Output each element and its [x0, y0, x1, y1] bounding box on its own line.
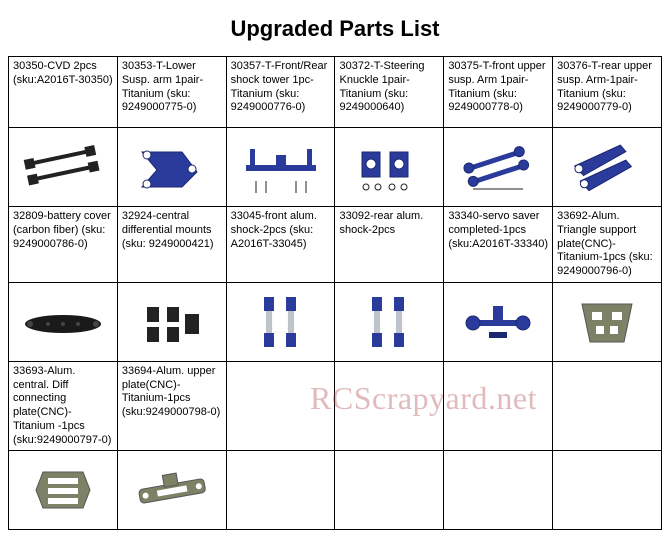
part-label: 30350-CVD 2pcs (sku:A2016T-30350): [9, 57, 118, 128]
part-label: 33692-Alum. Triangle support plate(CNC)-…: [553, 207, 662, 283]
part-label: 33694-Alum. upper plate(CNC)-Titanium-1p…: [117, 361, 226, 451]
part-image: [444, 451, 553, 530]
part-image: [9, 128, 118, 207]
part-label: 32809-battery cover (carbon fiber) (sku:…: [9, 207, 118, 283]
part-image: [226, 128, 335, 207]
part-image: [9, 451, 118, 530]
part-image: [444, 282, 553, 361]
part-image: [226, 282, 335, 361]
part-label: 33340-servo saver completed-1pcs (sku:A2…: [444, 207, 553, 283]
part-image: [444, 128, 553, 207]
part-image: [335, 282, 444, 361]
part-image: [9, 282, 118, 361]
part-label: 33045-front alum. shock-2pcs (sku: A2016…: [226, 207, 335, 283]
part-label: 30372-T-Steering Knuckle 1pair-Titanium …: [335, 57, 444, 128]
page-title: Upgraded Parts List: [8, 16, 662, 42]
part-image: [553, 282, 662, 361]
part-image: [553, 128, 662, 207]
part-image: [117, 282, 226, 361]
part-label: [444, 361, 553, 451]
part-image: [553, 451, 662, 530]
part-label: 30353-T-Lower Susp. arm 1pair-Titanium (…: [117, 57, 226, 128]
part-label: [553, 361, 662, 451]
part-label: 30357-T-Front/Rear shock tower 1pc-Titan…: [226, 57, 335, 128]
part-image: [117, 451, 226, 530]
part-label: 33693-Alum. central. Diff connecting pla…: [9, 361, 118, 451]
part-label: 33092-rear alum. shock-2pcs: [335, 207, 444, 283]
part-image: [335, 451, 444, 530]
part-label: 30375-T-front upper susp. Arm 1pair-Tita…: [444, 57, 553, 128]
part-label: [226, 361, 335, 451]
parts-table: 30350-CVD 2pcs (sku:A2016T-30350)30353-T…: [8, 56, 662, 530]
part-image: [226, 451, 335, 530]
part-image: [335, 128, 444, 207]
part-label: 32924-central differential mounts (sku: …: [117, 207, 226, 283]
part-image: [117, 128, 226, 207]
part-label: 30376-T-rear upper susp. Arm-1pair-Titan…: [553, 57, 662, 128]
part-label: [335, 361, 444, 451]
